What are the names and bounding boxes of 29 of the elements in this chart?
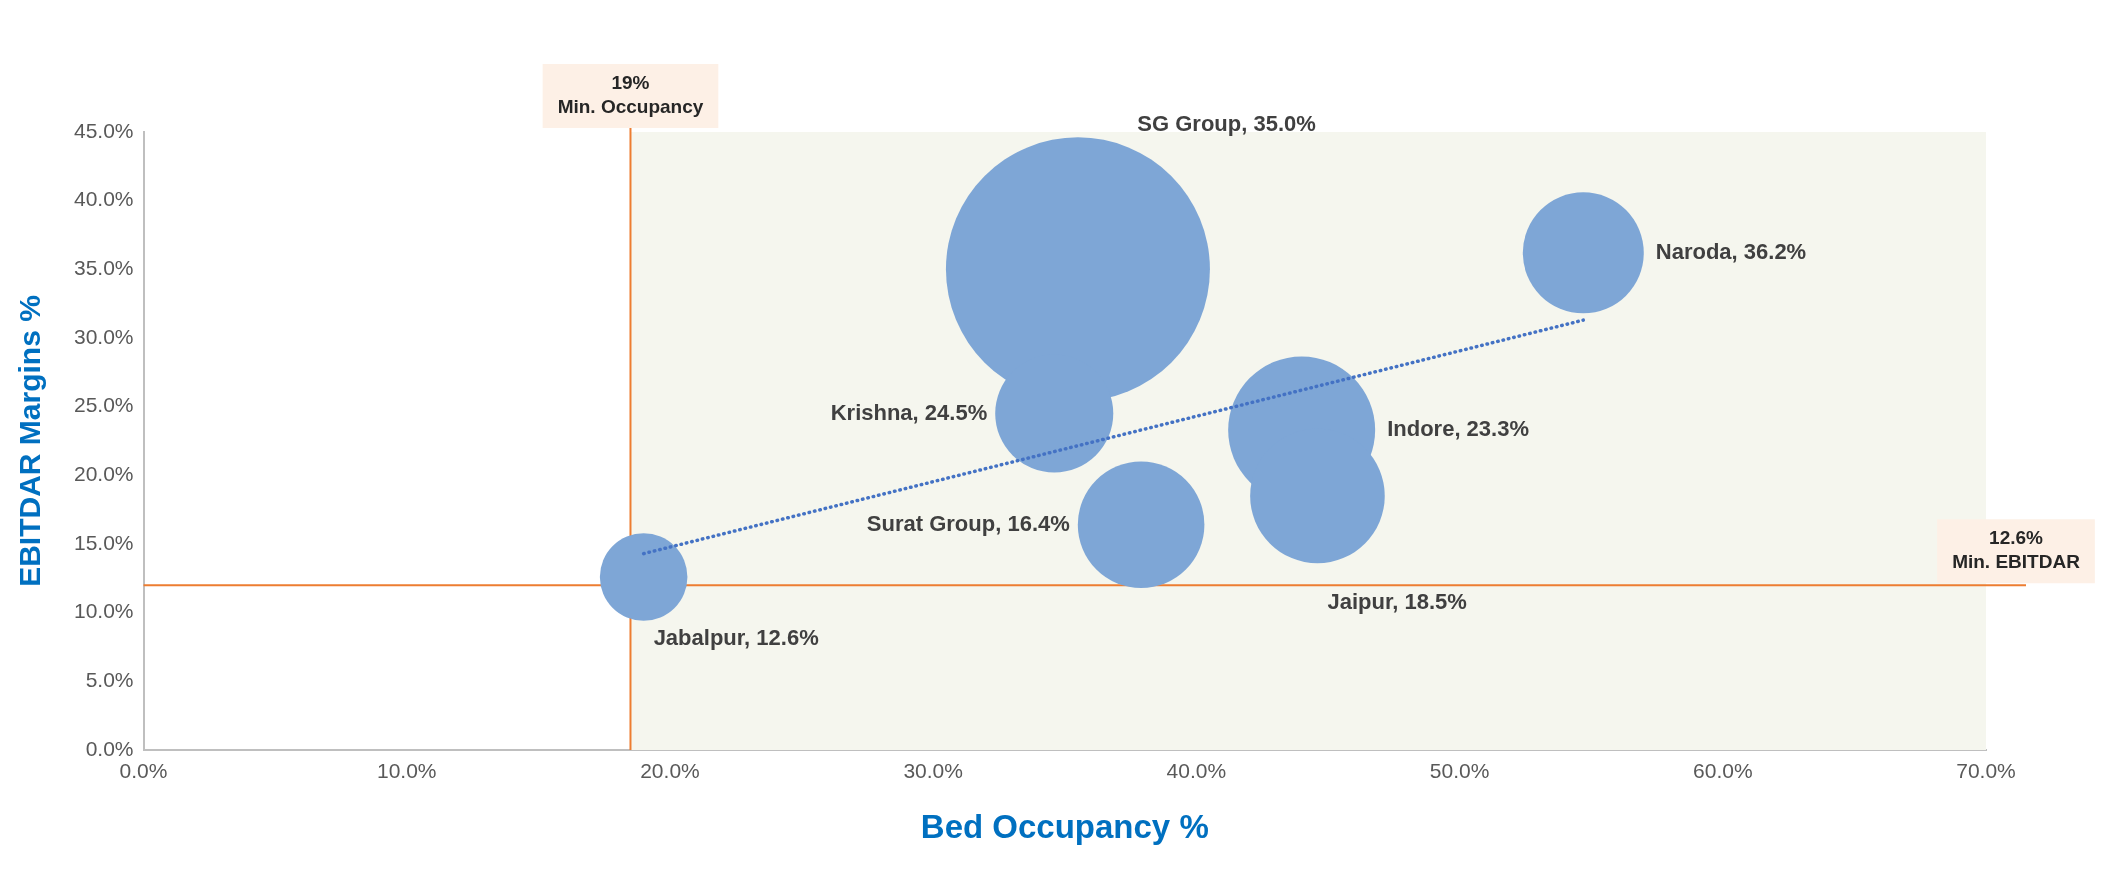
y-tick-label: 45.0% [74, 118, 134, 142]
ref-line-label: 12.6% Min. EBITDAR [1952, 527, 2081, 573]
x-tick-label: 30.0% [903, 759, 963, 783]
y-tick-label: 20.0% [74, 462, 134, 486]
y-tick-label: 30.0% [74, 324, 134, 348]
y-tick-label: 40.0% [74, 187, 134, 211]
data-label: Jaipur, 18.5% [1327, 589, 1467, 615]
x-tick-label: 10.0% [376, 759, 437, 783]
y-tick-label: 15.0% [74, 530, 134, 554]
data-label: Krishna, 24.5% [830, 399, 988, 425]
y-tick-label: 5.0% [85, 668, 134, 692]
x-tick-label: 20.0% [640, 759, 700, 783]
data-label: SG Group, 35.0% [1137, 111, 1316, 137]
x-tick-label: 60.0% [1693, 759, 1753, 783]
y-tick-label: 10.0% [74, 599, 134, 623]
x-tick-label: 0.0% [119, 759, 168, 783]
data-label: Surat Group, 16.4% [866, 510, 1070, 536]
x-tick-label: 40.0% [1166, 759, 1227, 783]
y-tick-label: 0.0% [85, 736, 134, 760]
x-axis-title: Bed Occupancy % [920, 808, 1209, 846]
y-axis-title: EBITDAR Margins % [13, 295, 47, 587]
x-tick-label: 70.0% [1956, 759, 2016, 783]
x-tick-label: 50.0% [1429, 759, 1490, 783]
ref-line-label: 19% Min. Occupancy [557, 72, 704, 118]
y-tick-label: 25.0% [74, 393, 134, 417]
y-tick-label: 35.0% [74, 256, 134, 280]
data-label: Naroda, 36.2% [1655, 238, 1807, 264]
data-label: Jabalpur, 12.6% [653, 624, 819, 650]
data-label: Indore, 23.3% [1387, 416, 1529, 442]
